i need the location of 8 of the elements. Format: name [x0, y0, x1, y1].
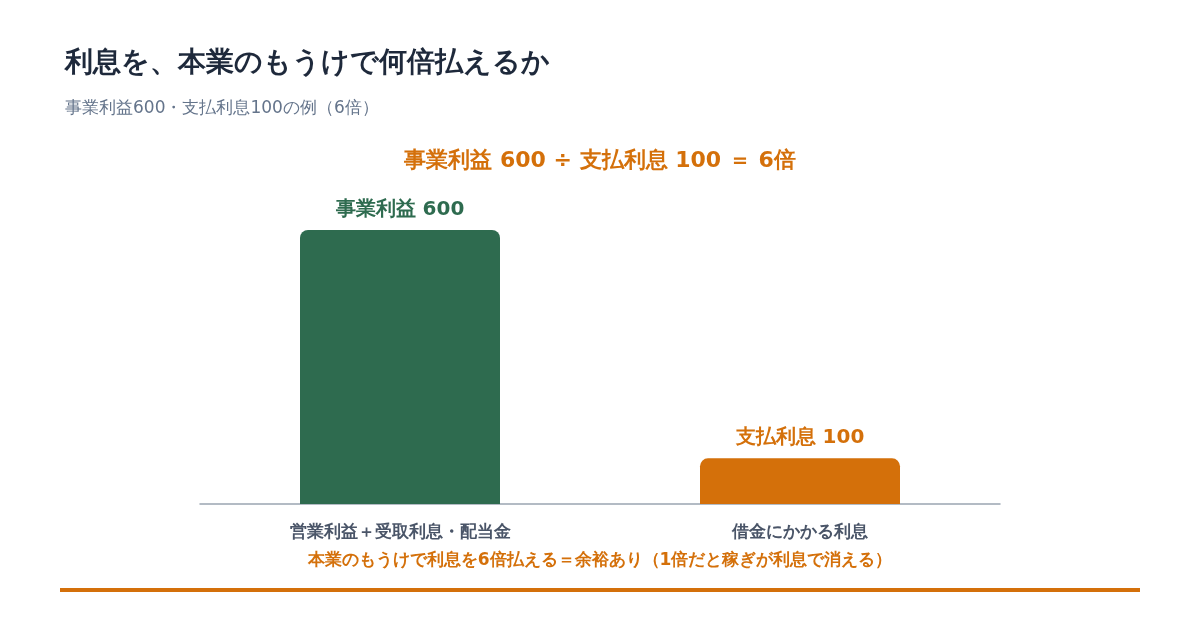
- chart-title: 利息を、本業のもうけで何倍払えるか: [64, 44, 550, 78]
- chart-subtitle: 事業利益600・支払利息100の例（6倍）: [65, 96, 379, 117]
- data-label: 事業利益 600: [334, 196, 465, 220]
- text: 事業利益 600 ÷ 支払利息 100 ＝ 6倍: [403, 146, 796, 172]
- data-label: 支払利息 100: [734, 424, 865, 449]
- text: 本業のもうけで利息を6倍払える＝余裕あり（1倍だと稼ぎが利息で消える）: [306, 548, 893, 569]
- x-tick-label: 営業利益＋受取利息・配当金: [289, 520, 511, 541]
- x-tick-label: 借金にかかる利息: [731, 520, 868, 541]
